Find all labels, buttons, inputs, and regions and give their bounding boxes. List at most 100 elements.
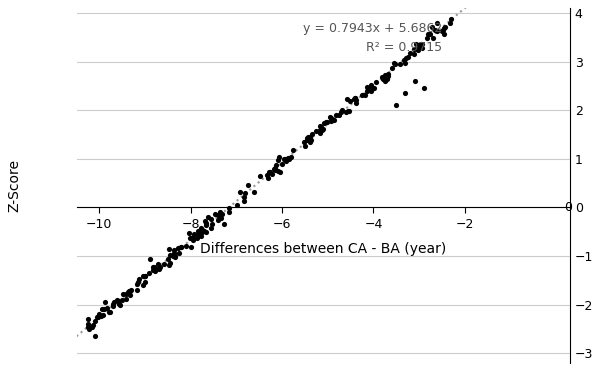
Point <box>350 95 360 101</box>
Point <box>148 266 158 272</box>
Point <box>283 155 293 161</box>
Point <box>133 280 142 286</box>
Point <box>380 78 389 84</box>
Point <box>303 135 313 141</box>
Point <box>112 297 122 303</box>
Point <box>362 88 372 94</box>
Point <box>325 114 335 120</box>
Point <box>343 108 352 114</box>
Point <box>399 57 409 63</box>
Point <box>165 252 175 258</box>
Point <box>263 175 273 181</box>
Point <box>433 20 442 26</box>
Point <box>416 41 426 47</box>
Point <box>239 194 248 199</box>
Point <box>302 135 311 141</box>
Point <box>417 45 427 51</box>
Point <box>414 44 424 50</box>
Point <box>200 218 210 223</box>
Point <box>206 216 215 222</box>
Point <box>409 51 419 57</box>
Point <box>388 65 397 71</box>
Point <box>389 60 398 65</box>
Point <box>378 76 388 82</box>
Point <box>274 154 284 160</box>
Point <box>413 43 422 48</box>
Point <box>189 231 199 237</box>
Point <box>140 273 150 279</box>
Point <box>371 79 381 85</box>
Point <box>362 84 372 90</box>
Point <box>286 154 296 160</box>
Point <box>344 108 354 114</box>
Point <box>87 324 97 330</box>
Point <box>273 168 283 174</box>
Point <box>430 27 439 33</box>
Point <box>166 260 175 266</box>
Point <box>200 228 209 234</box>
Point <box>117 297 127 303</box>
Point <box>213 217 223 223</box>
Point <box>307 137 316 143</box>
Point <box>210 212 220 218</box>
Point <box>409 46 419 52</box>
Point <box>104 309 114 315</box>
Point <box>412 46 422 52</box>
Point <box>88 322 98 328</box>
Point <box>154 261 163 267</box>
Point <box>289 147 298 153</box>
Point <box>155 264 164 270</box>
Point <box>188 237 198 243</box>
Point <box>99 306 109 312</box>
Point <box>194 228 203 234</box>
Point <box>203 214 213 220</box>
Point <box>315 128 325 134</box>
Point <box>315 127 325 133</box>
Point <box>332 112 341 118</box>
Point <box>185 235 194 241</box>
Point <box>390 61 400 67</box>
Point <box>139 282 148 288</box>
Point <box>150 265 160 271</box>
Text: y = 0.7943x + 5.6862: y = 0.7943x + 5.6862 <box>302 22 442 35</box>
Point <box>269 166 278 172</box>
Point <box>109 299 119 305</box>
Point <box>279 156 289 162</box>
Point <box>438 27 448 33</box>
Point <box>349 95 359 101</box>
Point <box>140 273 150 279</box>
Point <box>329 117 339 122</box>
Point <box>114 301 124 307</box>
Point <box>94 311 104 317</box>
Point <box>133 279 143 285</box>
Point <box>326 118 335 124</box>
Point <box>235 189 245 195</box>
Point <box>366 88 376 94</box>
Point <box>317 127 326 133</box>
Point <box>271 162 281 168</box>
Point <box>170 254 180 260</box>
Point <box>217 211 227 217</box>
Point <box>337 109 346 115</box>
Point <box>361 92 370 98</box>
Point <box>192 235 202 241</box>
Point <box>164 262 174 268</box>
Point <box>264 169 274 175</box>
Point <box>413 47 422 53</box>
Point <box>370 85 379 91</box>
Point <box>383 73 393 79</box>
Point <box>139 273 148 279</box>
Point <box>275 169 284 175</box>
Point <box>380 72 389 78</box>
Point <box>239 198 248 204</box>
Point <box>305 134 315 139</box>
Point <box>169 247 178 253</box>
Point <box>350 95 360 101</box>
Point <box>113 298 123 304</box>
Point <box>196 225 205 231</box>
Point <box>184 230 194 236</box>
Point <box>437 28 446 34</box>
Point <box>173 245 182 251</box>
Point <box>170 253 180 259</box>
Point <box>322 119 332 125</box>
